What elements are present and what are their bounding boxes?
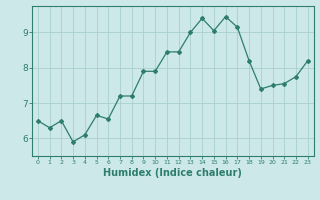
X-axis label: Humidex (Indice chaleur): Humidex (Indice chaleur) (103, 168, 242, 178)
